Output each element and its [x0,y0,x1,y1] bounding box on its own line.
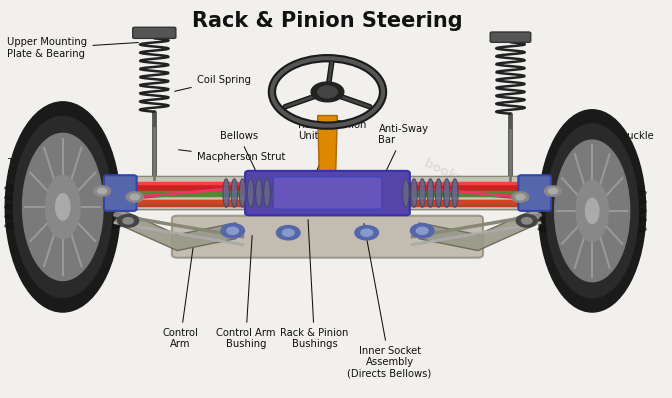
Text: Rack & Pinion
Bushings: Rack & Pinion Bushings [280,220,349,349]
Ellipse shape [427,179,433,207]
Ellipse shape [247,179,254,207]
FancyBboxPatch shape [274,177,382,209]
Ellipse shape [5,220,121,232]
Circle shape [282,229,294,236]
Ellipse shape [46,176,80,238]
Text: Upper Mounting
Plate & Bearing: Upper Mounting Plate & Bearing [7,37,138,59]
Ellipse shape [255,179,262,207]
Circle shape [355,226,378,240]
Text: Steering Knuckle: Steering Knuckle [569,131,654,158]
FancyBboxPatch shape [126,176,530,210]
Circle shape [512,192,529,202]
Ellipse shape [23,133,103,281]
Circle shape [93,186,110,196]
Circle shape [130,194,139,200]
Ellipse shape [5,201,121,213]
Ellipse shape [5,191,121,204]
Text: Coil Spring: Coil Spring [175,75,251,91]
Ellipse shape [411,179,417,207]
Text: Anti-Sway
Bar: Anti-Sway Bar [378,124,429,189]
Text: Macpherson Strut: Macpherson Strut [179,150,285,162]
Circle shape [411,224,434,238]
Circle shape [276,226,300,240]
Circle shape [97,188,107,194]
Ellipse shape [5,102,120,312]
Text: apooo: apooo [248,173,302,209]
Ellipse shape [231,179,238,207]
Polygon shape [419,207,540,251]
Circle shape [548,188,558,194]
Circle shape [515,194,525,200]
Text: Ball Joint: Ball Joint [7,221,122,240]
Ellipse shape [419,179,425,207]
Circle shape [126,192,143,202]
Circle shape [521,218,532,224]
Ellipse shape [223,179,229,207]
Ellipse shape [5,182,121,194]
FancyBboxPatch shape [490,32,531,42]
Circle shape [221,224,245,238]
Ellipse shape [5,210,121,223]
Text: Inner Socket
Assembly
(Directs Bellows): Inner Socket Assembly (Directs Bellows) [347,224,431,379]
Circle shape [318,86,337,98]
FancyBboxPatch shape [104,175,136,211]
Text: Bellows: Bellows [220,131,258,175]
Ellipse shape [576,181,608,241]
Ellipse shape [263,179,270,207]
Ellipse shape [538,187,646,199]
Circle shape [227,227,239,234]
Ellipse shape [444,179,450,207]
Text: Outer
Tie-Rod End: Outer Tie-Rod End [7,189,104,212]
Text: Rack & Pinion Steering: Rack & Pinion Steering [192,11,463,31]
Ellipse shape [538,205,646,217]
Circle shape [123,218,133,224]
Circle shape [311,82,344,102]
Ellipse shape [546,124,638,298]
Polygon shape [318,115,337,187]
Ellipse shape [538,223,646,235]
Ellipse shape [538,110,646,312]
Text: Control
Arm: Control Arm [163,248,198,349]
Ellipse shape [239,179,246,207]
FancyBboxPatch shape [172,216,483,258]
Ellipse shape [272,179,278,207]
FancyBboxPatch shape [245,171,410,215]
Text: memo: memo [40,146,92,189]
Ellipse shape [538,214,646,226]
Polygon shape [115,207,236,251]
Text: Rack & Pinion
Unit: Rack & Pinion Unit [298,120,366,175]
FancyBboxPatch shape [518,175,551,211]
Text: Tie-
Rod: Tie- Rod [7,158,108,180]
Ellipse shape [435,179,442,207]
Text: books.com: books.com [421,157,495,201]
Ellipse shape [452,179,458,207]
Circle shape [361,229,372,236]
Ellipse shape [554,140,630,282]
Ellipse shape [403,179,409,207]
Text: Control Arm
Bushing: Control Arm Bushing [216,236,276,349]
Circle shape [516,215,538,227]
Circle shape [118,215,138,227]
Circle shape [417,227,428,234]
Ellipse shape [13,117,112,297]
Ellipse shape [56,194,70,220]
Circle shape [544,186,561,196]
Ellipse shape [538,196,646,208]
Ellipse shape [585,198,599,224]
FancyBboxPatch shape [132,27,176,38]
